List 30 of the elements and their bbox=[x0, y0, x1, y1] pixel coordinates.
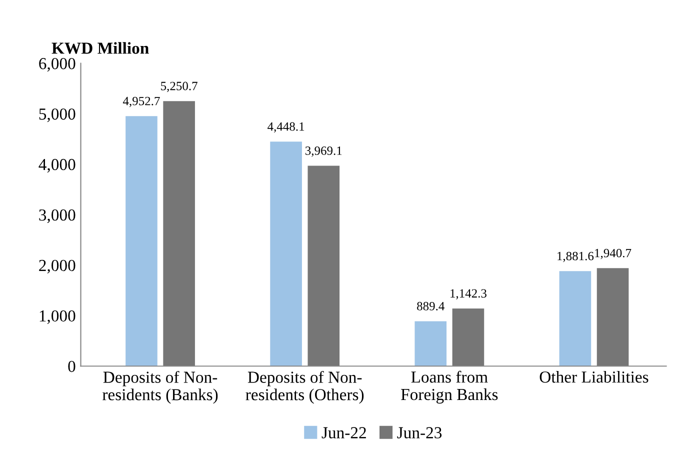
bar bbox=[308, 166, 340, 366]
bar bbox=[163, 101, 195, 366]
x-tick-label: Deposits of Non- residents (Banks) bbox=[102, 370, 218, 404]
y-axis-title: KWD Million bbox=[52, 42, 149, 54]
y-tick-label: 0 bbox=[68, 360, 76, 372]
bar bbox=[559, 271, 592, 366]
data-label: 1,940.7 bbox=[595, 248, 632, 260]
bar bbox=[452, 308, 484, 366]
y-tick-label: 5,000 bbox=[39, 108, 76, 122]
y-tick-label: 4,000 bbox=[38, 158, 76, 173]
y-tick-label: 1,000 bbox=[40, 310, 76, 324]
data-label: 4,448.1 bbox=[268, 122, 304, 133]
data-label: 3,969.1 bbox=[305, 146, 342, 157]
data-label: 4,952.7 bbox=[122, 96, 160, 108]
legend-label: Jun-22 bbox=[322, 427, 366, 438]
x-tick-label: Deposits of Non- residents (Others) bbox=[246, 370, 364, 404]
data-label: 1,881.6 bbox=[558, 252, 594, 262]
legend-label: Jun-23 bbox=[397, 427, 442, 438]
x-tick-label: Loans from Foreign Banks bbox=[401, 370, 498, 404]
bar bbox=[596, 268, 629, 366]
data-label: 889.4 bbox=[417, 302, 444, 310]
bar bbox=[126, 116, 158, 366]
data-label: 5,250.7 bbox=[161, 82, 198, 92]
y-tick-label: 2,000 bbox=[39, 260, 76, 274]
bar bbox=[270, 142, 302, 366]
data-label: 1,142.3 bbox=[450, 289, 486, 300]
bar bbox=[414, 321, 447, 366]
x-tick-label: Other Liabilities bbox=[540, 370, 648, 383]
y-tick-label: 6,000 bbox=[39, 58, 76, 72]
y-tick-label: 3,000 bbox=[39, 209, 76, 224]
